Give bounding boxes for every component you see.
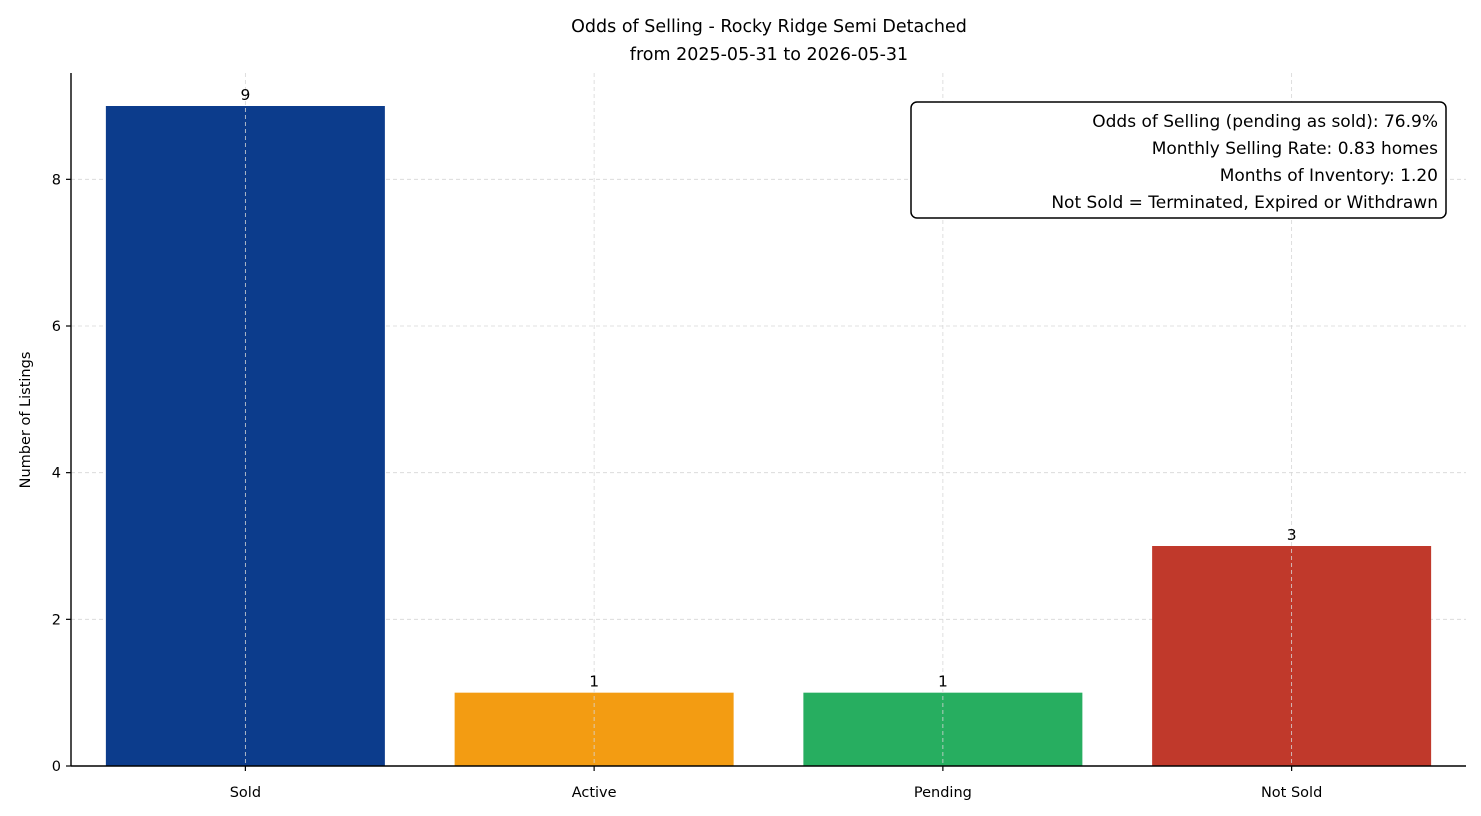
data-labels: 9 1 1 3 [240,86,1296,691]
data-label: 3 [1287,526,1297,544]
bar-sold [105,106,385,766]
chart-title: Odds of Selling - Rocky Ridge Semi Detac… [571,17,967,37]
y-tick-label: 2 [52,612,61,628]
data-label: 1 [938,673,948,691]
y-tick-label: 4 [52,466,61,482]
info-box: Odds of Selling (pending as sold): 76.9%… [910,101,1447,219]
x-tick-label: Sold [230,785,261,801]
y-tick-label: 8 [52,172,61,188]
y-tick-label: 6 [52,319,61,335]
data-label: 1 [589,673,599,691]
chart-subtitle: from 2025-05-31 to 2026-05-31 [630,45,908,65]
tick-labels: 0 2 4 6 8 Sold Active Pending Not Sold [52,172,1323,801]
info-box-line: Odds of Selling (pending as sold): 76.9% [1092,112,1438,132]
y-axis-label: Number of Listings [18,352,34,489]
axes [66,73,1466,771]
x-tick-label: Active [572,785,617,801]
x-tick-label: Not Sold [1261,785,1322,801]
info-box-frame [910,101,1447,219]
x-tick-label: Pending [914,785,972,801]
data-label: 9 [240,86,250,104]
y-tick-label: 0 [52,759,61,775]
info-box-line: Monthly Selling Rate: 0.83 homes [1152,139,1438,159]
info-box-line: Not Sold = Terminated, Expired or Withdr… [1051,193,1438,213]
info-box-line: Months of Inventory: 1.20 [1220,166,1438,186]
